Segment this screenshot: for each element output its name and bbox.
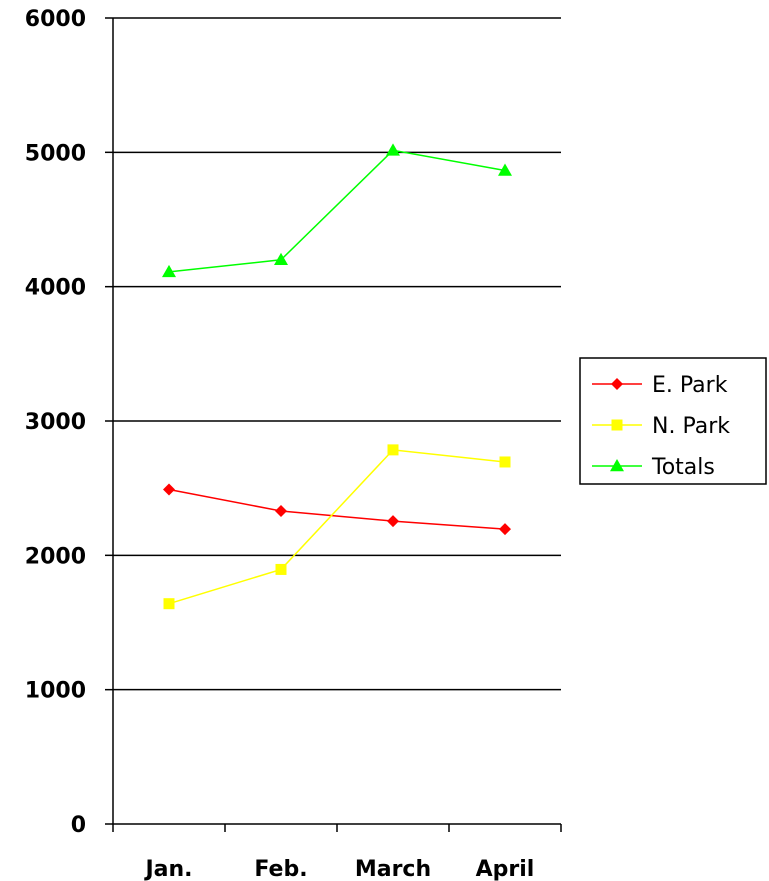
y-tick-label: 0 <box>71 813 86 838</box>
legend-marker <box>611 378 623 390</box>
legend-label: N. Park <box>652 414 730 439</box>
y-tick-label: 2000 <box>25 544 86 569</box>
legend-item: E. Park <box>592 373 728 398</box>
data-point <box>274 252 288 266</box>
x-tick-label: March <box>355 857 431 881</box>
data-point <box>387 444 399 456</box>
data-point <box>499 456 511 468</box>
data-point <box>498 163 512 176</box>
series-line <box>168 488 506 530</box>
y-tick-label: 5000 <box>25 141 86 166</box>
data-point <box>162 264 176 278</box>
series-line <box>168 149 506 273</box>
legend-label: Totals <box>651 455 715 480</box>
series-e-park <box>163 483 511 536</box>
series-totals <box>162 143 512 278</box>
data-point <box>163 483 175 496</box>
legend-item: Totals <box>592 455 715 480</box>
series-n-park <box>163 444 511 610</box>
data-point <box>163 598 175 610</box>
axes: 0 1000 2000 3000 4000 5000 6000 Jan. Feb. March Ap… <box>25 7 562 881</box>
x-tick-label: Feb. <box>254 857 307 881</box>
legend-item: N. Park <box>592 414 730 439</box>
legend-box <box>579 357 767 485</box>
grid-lines <box>113 17 561 691</box>
series <box>162 143 512 610</box>
series-line <box>168 449 506 605</box>
legend-marker <box>610 459 624 472</box>
legend-marker <box>611 419 623 431</box>
data-point <box>386 143 400 156</box>
legend-label: E. Park <box>652 373 728 398</box>
y-tick-label: 4000 <box>25 276 86 301</box>
legend: E. Park N. Park Totals <box>579 357 767 485</box>
y-tick-label: 1000 <box>25 679 86 704</box>
x-tick-label: April <box>476 857 535 881</box>
y-tick-label: 6000 <box>25 7 86 32</box>
data-point <box>499 523 511 536</box>
x-tick-label: Jan. <box>143 857 192 881</box>
data-point <box>275 505 287 518</box>
data-point <box>387 515 399 528</box>
data-point <box>275 563 287 575</box>
y-tick-label: 3000 <box>25 410 86 435</box>
